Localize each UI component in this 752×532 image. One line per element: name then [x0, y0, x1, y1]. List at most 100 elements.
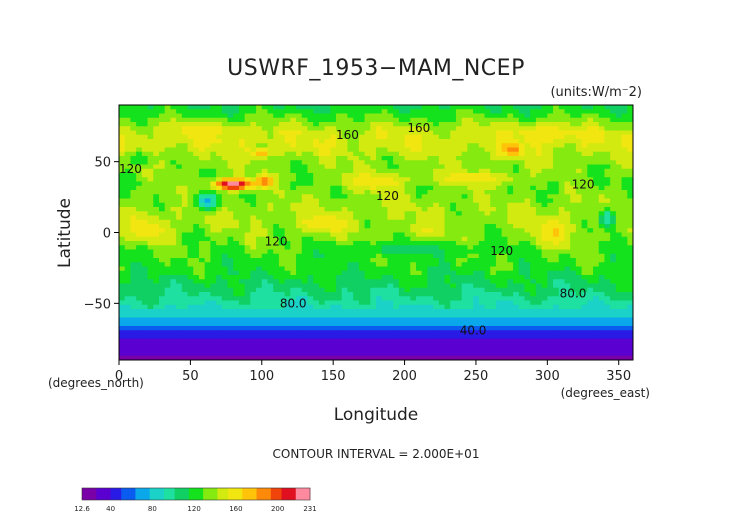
heatmap-cell	[473, 173, 480, 178]
heatmap-cell	[181, 330, 189, 335]
heatmap-cell	[216, 198, 223, 204]
heatmap-cell	[238, 198, 246, 204]
heatmap-cell	[558, 185, 565, 191]
heatmap-cell	[484, 181, 491, 187]
heatmap-cell	[324, 122, 331, 127]
heatmap-cell	[347, 296, 354, 301]
heatmap-cell	[553, 292, 560, 297]
heatmap-cell	[427, 275, 434, 280]
heatmap-cell	[307, 232, 314, 238]
heatmap-cell	[427, 321, 434, 327]
heatmap-cell	[164, 156, 171, 161]
heatmap-cell	[187, 300, 194, 306]
heatmap-cell	[376, 147, 383, 153]
heatmap-cell	[147, 134, 154, 140]
heatmap-cell	[575, 321, 583, 327]
heatmap-cell	[170, 190, 177, 195]
heatmap-cell	[358, 211, 366, 216]
heatmap-cell	[547, 109, 554, 114]
heatmap-cell	[221, 105, 229, 110]
heatmap-cell	[136, 130, 143, 136]
heatmap-cell	[278, 126, 286, 131]
heatmap-cell	[450, 181, 457, 187]
heatmap-cell	[153, 326, 160, 331]
heatmap-cell	[204, 117, 211, 123]
heatmap-cell	[296, 313, 303, 318]
heatmap-cell	[478, 283, 486, 289]
heatmap-cell	[170, 151, 177, 157]
heatmap-cell	[216, 105, 223, 110]
heatmap-cell	[318, 177, 326, 182]
heatmap-cell	[307, 117, 314, 123]
heatmap-cell	[484, 300, 491, 306]
heatmap-cell	[370, 219, 377, 225]
heatmap-cell	[564, 168, 571, 174]
heatmap-cell	[398, 168, 406, 174]
heatmap-cell	[581, 330, 588, 335]
heatmap-cell	[233, 139, 240, 144]
heatmap-cell	[410, 219, 417, 225]
heatmap-cell	[278, 321, 286, 327]
heatmap-cell	[461, 292, 468, 297]
heatmap-cell	[427, 211, 434, 216]
heatmap-cell	[495, 105, 503, 110]
heatmap-cell	[290, 249, 297, 255]
heatmap-cell	[353, 113, 360, 119]
heatmap-cell	[130, 236, 137, 242]
heatmap-cell	[158, 130, 166, 136]
heatmap-cell	[193, 134, 200, 140]
heatmap-cell	[376, 292, 383, 297]
heatmap-cell	[330, 321, 337, 327]
heatmap-cell	[450, 245, 457, 250]
heatmap-cell	[467, 253, 474, 259]
heatmap-cell	[444, 249, 451, 255]
heatmap-cell	[136, 258, 143, 263]
heatmap-cell	[376, 177, 383, 182]
heatmap-cell	[153, 164, 160, 170]
heatmap-cell	[176, 224, 183, 229]
heatmap-cell	[604, 317, 611, 323]
heatmap-cell	[427, 126, 434, 131]
heatmap-cell	[615, 130, 623, 136]
heatmap-cell	[221, 198, 229, 204]
heatmap-cell	[158, 147, 166, 153]
heatmap-cell	[615, 317, 623, 323]
heatmap-cell	[370, 113, 377, 119]
heatmap-cell	[307, 313, 314, 318]
heatmap-cell	[341, 117, 348, 123]
heatmap-cell	[227, 198, 234, 204]
heatmap-cell	[370, 194, 377, 199]
heatmap-cell	[267, 134, 274, 140]
heatmap-cell	[621, 160, 628, 165]
heatmap-cell	[404, 181, 411, 187]
heatmap-cell	[164, 168, 171, 174]
heatmap-cell	[478, 232, 486, 238]
heatmap-cell	[130, 309, 137, 314]
heatmap-cell	[358, 219, 366, 225]
heatmap-cell	[610, 173, 617, 178]
heatmap-cell	[381, 139, 388, 144]
heatmap-cell	[535, 283, 543, 289]
heatmap-cell	[381, 156, 388, 161]
heatmap-cell	[136, 126, 143, 131]
heatmap-cell	[410, 279, 417, 284]
heatmap-cell	[216, 164, 223, 170]
heatmap-cell	[570, 245, 577, 250]
heatmap-cell	[541, 194, 548, 199]
heatmap-cell	[467, 194, 474, 199]
heatmap-cell	[450, 317, 457, 323]
heatmap-cell	[553, 228, 560, 233]
heatmap-cell	[558, 113, 565, 119]
heatmap-cell	[615, 309, 623, 314]
heatmap-cell	[136, 249, 143, 255]
heatmap-cell	[358, 330, 366, 335]
heatmap-cell	[119, 300, 126, 306]
heatmap-cell	[547, 143, 554, 148]
heatmap-cell	[267, 156, 274, 161]
heatmap-cell	[267, 122, 274, 127]
heatmap-cell	[598, 304, 605, 310]
heatmap-cell	[558, 117, 565, 123]
heatmap-cell	[575, 253, 583, 259]
heatmap-cell	[307, 143, 314, 148]
heatmap-cell	[593, 232, 600, 238]
